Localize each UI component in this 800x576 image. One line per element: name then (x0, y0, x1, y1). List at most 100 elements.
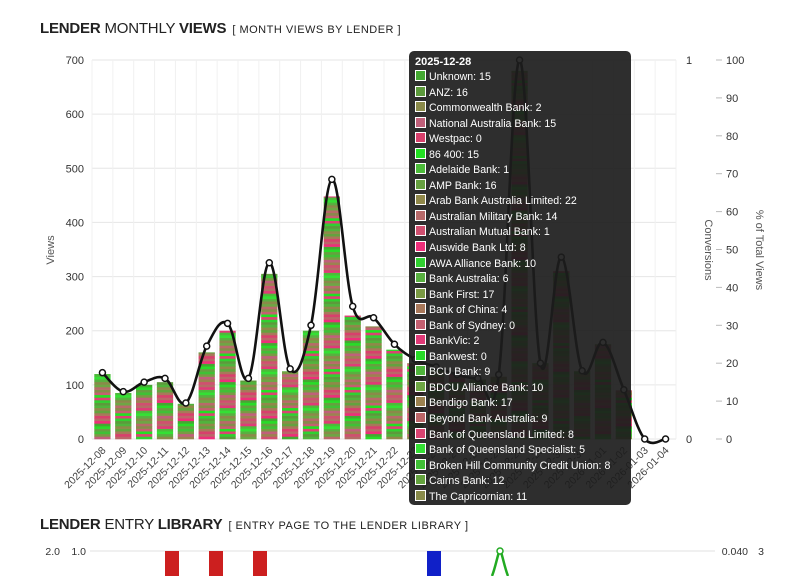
bar-segment (177, 407, 194, 411)
bar-segment (219, 345, 236, 349)
y-tick-label: 400 (66, 217, 84, 229)
bar-segment (282, 433, 299, 437)
bar-segment (365, 335, 382, 338)
bar-segment (365, 384, 382, 388)
bar-segment (386, 384, 403, 388)
legend-swatch (415, 287, 426, 299)
bar-segment (344, 319, 361, 323)
bar-segment (198, 389, 215, 393)
bar-segment (282, 410, 299, 414)
bar-segment (136, 426, 153, 429)
bar-segment (282, 376, 299, 380)
bar-segment (323, 301, 340, 305)
bar-segment (240, 384, 257, 388)
bar-segment (219, 418, 236, 422)
bar-segment (323, 355, 340, 359)
tooltip-entry-label: Arab Bank Australia Limited: 22 (429, 195, 577, 208)
bar-segment (261, 379, 278, 383)
bar-segment (344, 384, 361, 388)
bar-segment (240, 431, 257, 435)
bar-segment (136, 402, 153, 406)
bar-segment (219, 353, 236, 357)
bar-segment (302, 335, 320, 338)
bar-segment (261, 361, 278, 364)
tooltip-entry-label: Bendigo Bank: 17 (429, 397, 513, 410)
bar-segment (219, 332, 236, 336)
bar-segment (386, 376, 403, 380)
bar-segment (323, 202, 340, 206)
bar-segment (115, 400, 132, 403)
bar-segment (302, 348, 320, 351)
y3-tick-label: 40 (726, 282, 738, 294)
bar-segment (261, 394, 278, 398)
percent-point (244, 374, 253, 383)
bar-segment (323, 290, 340, 294)
bar-segment (323, 368, 340, 372)
bar-segment (240, 423, 257, 427)
bar-segment (261, 322, 278, 325)
bar-segment (156, 413, 174, 416)
percent-point (140, 378, 148, 386)
bar-segment (156, 382, 174, 385)
bar-segment (323, 259, 340, 263)
tooltip-entry-label: 86 400: 15 (429, 148, 480, 161)
tooltip-entry: Bank of Sydney: 0 (409, 318, 631, 335)
bar-segment (198, 400, 215, 403)
bar-segment (282, 407, 299, 411)
bar-segment (323, 410, 340, 414)
bar-segment (323, 329, 340, 333)
bar-segment (323, 350, 340, 354)
bar-segment (344, 363, 361, 367)
bar-segment (177, 436, 194, 440)
bar-segment (261, 433, 278, 437)
bar-segment (323, 418, 340, 422)
legend-swatch (415, 225, 426, 237)
bar-segment (115, 407, 132, 411)
bar-segment (115, 426, 132, 429)
bar-segment (261, 283, 278, 286)
bar-segment (344, 335, 361, 338)
bar-segment (386, 392, 403, 396)
bar-segment (365, 374, 382, 377)
bar-segment (282, 374, 299, 377)
bar (177, 403, 194, 440)
bar-segment (240, 405, 257, 409)
tooltip-entry: 86 400: 15 (409, 147, 631, 164)
bar-segment (115, 428, 132, 432)
bar-segment (344, 355, 361, 359)
tooltip-entry: Bank of China: 4 (409, 303, 631, 319)
bar-segment (344, 420, 361, 424)
bar-segment (115, 397, 132, 401)
bar-segment (261, 387, 278, 390)
bar-segment (365, 342, 382, 346)
bar-segment (323, 358, 340, 362)
bar-segment (240, 418, 257, 422)
bar-segment (344, 433, 361, 437)
bar-segment (198, 387, 215, 390)
bar-segment (240, 420, 257, 424)
bar-segment (302, 330, 320, 333)
bar-segment (386, 389, 403, 393)
bar-segment (261, 389, 278, 393)
bar-segment (302, 433, 320, 437)
legend-swatch (415, 396, 426, 408)
bar-segment (156, 402, 174, 406)
entry-bar (165, 551, 179, 576)
bar-segment (323, 340, 340, 344)
bar-segment (323, 392, 340, 396)
y-tick-label: 200 (66, 326, 84, 338)
bar-segment (219, 426, 236, 429)
y3-tick-label: 90 (726, 93, 738, 105)
bar-segment (261, 309, 278, 312)
bar-segment (94, 428, 111, 432)
bar-segment (198, 426, 215, 429)
bar-segment (386, 366, 403, 370)
bar-segment (136, 394, 153, 398)
bar-segment (365, 407, 382, 411)
bar-segment (344, 332, 361, 336)
bar-segment (344, 381, 361, 385)
entry-point (496, 547, 504, 555)
bar-segment (219, 431, 236, 435)
legend-swatch (415, 256, 426, 268)
